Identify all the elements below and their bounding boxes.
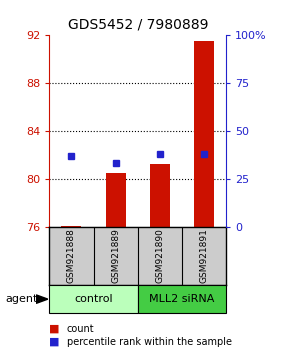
Bar [61,226,81,227]
Text: GSM921888: GSM921888 [67,228,76,283]
Polygon shape [36,295,48,303]
Text: agent: agent [6,294,38,304]
Bar [106,173,126,227]
Text: GSM921891: GSM921891 [200,228,209,283]
Text: percentile rank within the sample: percentile rank within the sample [67,337,232,347]
Bar [49,285,138,313]
Text: count: count [67,324,94,333]
Bar [150,164,170,227]
Text: MLL2 siRNA: MLL2 siRNA [149,294,215,304]
Bar [194,41,214,227]
Text: ■: ■ [49,324,60,333]
Text: GSM921890: GSM921890 [155,228,164,283]
Text: GSM921889: GSM921889 [111,228,120,283]
Bar [138,285,226,313]
Text: ■: ■ [49,337,60,347]
Title: GDS5452 / 7980889: GDS5452 / 7980889 [68,17,208,32]
Text: control: control [74,294,113,304]
